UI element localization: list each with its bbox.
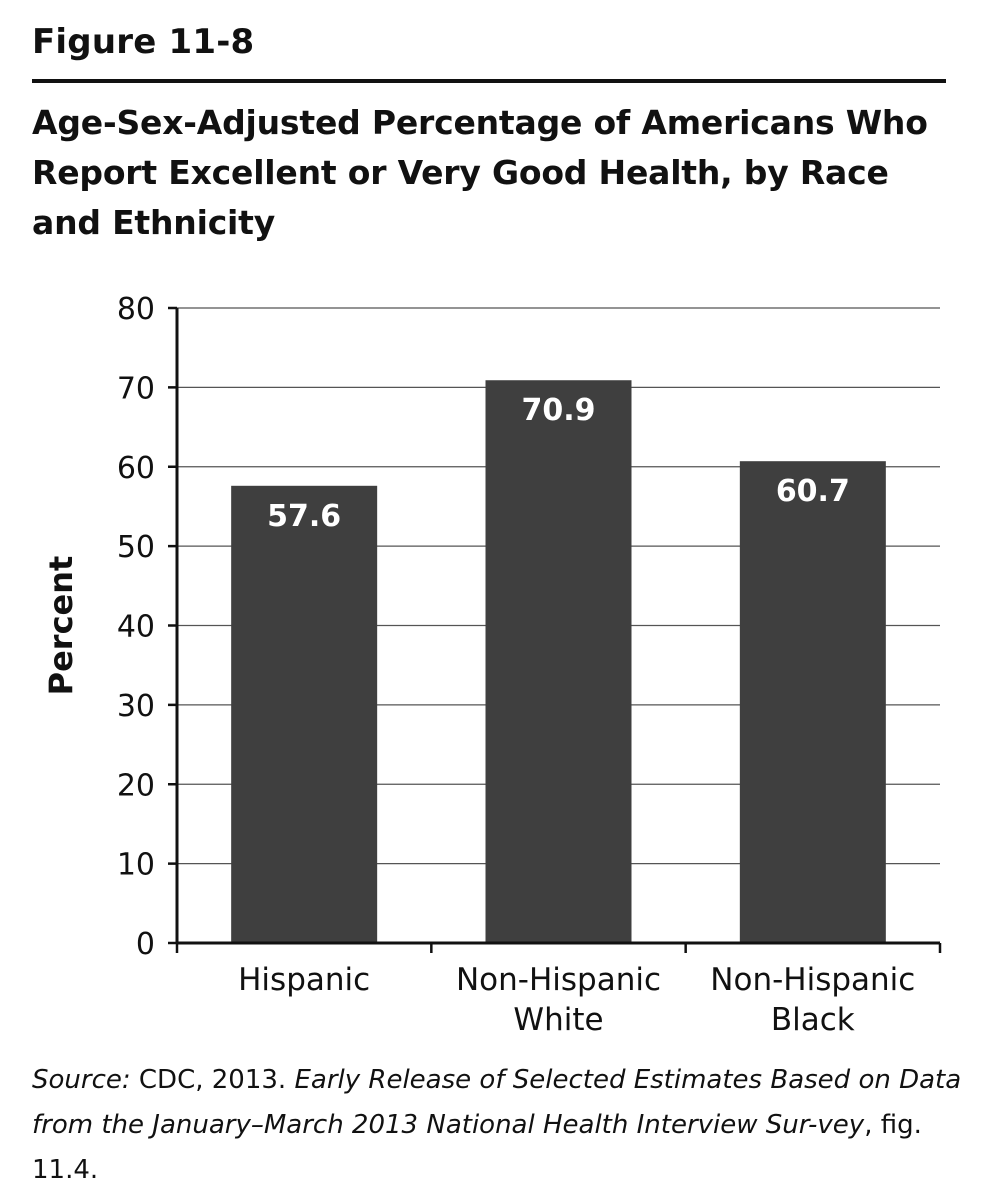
source-figure-ref: , fig. 11.4. <box>32 1110 922 1185</box>
y-tick-label: 80 <box>117 292 155 327</box>
y-axis-label: Percent <box>42 556 80 696</box>
data-label: 60.7 <box>776 474 850 509</box>
figure-label: Figure 11-8 <box>32 22 255 62</box>
bar-chart: 0 10 20 30 40 50 60 70 80 Percent 57.6 Hispanic 70.9… <box>42 292 942 1038</box>
x-tick-label: Non-Hispanic <box>710 962 915 998</box>
y-tick-label: 30 <box>117 689 155 724</box>
source-lead: Source: <box>32 1065 131 1095</box>
data-label: 70.9 <box>521 393 595 428</box>
bar <box>231 485 378 943</box>
y-tick-label: 0 <box>136 927 155 962</box>
x-tick-label: Black <box>771 1002 855 1038</box>
data-label: 57.6 <box>267 499 341 534</box>
source-note: Source: CDC, 2013. Early Release of Sele… <box>32 1058 962 1193</box>
y-tick-label: 60 <box>117 451 155 486</box>
y-tick-label: 40 <box>117 610 155 645</box>
x-tick-label: Non-Hispanic <box>456 962 661 998</box>
bar <box>485 380 632 943</box>
source-text: CDC, 2013. <box>130 1065 295 1095</box>
y-tick-label: 20 <box>117 768 155 803</box>
y-tick-label: 70 <box>117 371 155 406</box>
x-tick-label: Hispanic <box>238 962 370 998</box>
y-tick-label: 10 <box>117 848 155 883</box>
source-publication: Early Release of Selected Estimates Base… <box>32 1065 962 1140</box>
y-tick-label: 50 <box>117 530 155 565</box>
bar <box>739 461 886 943</box>
chart-title: Age-Sex-Adjusted Percentage of Americans… <box>32 103 928 242</box>
title-rule <box>32 79 946 83</box>
x-tick-label: White <box>513 1002 603 1038</box>
